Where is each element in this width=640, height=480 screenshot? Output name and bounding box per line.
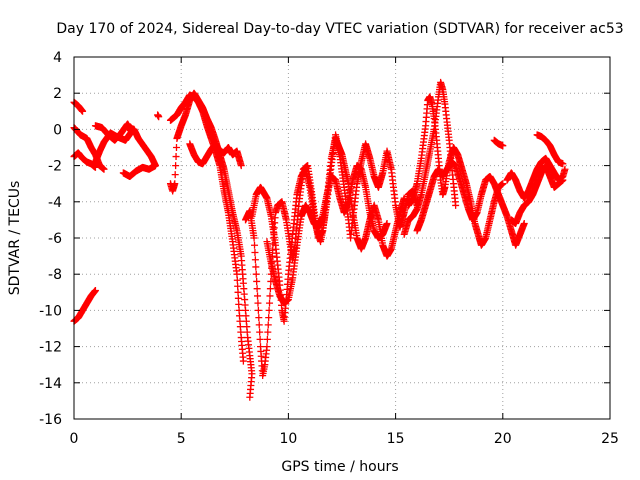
data-point xyxy=(155,113,163,121)
data-point xyxy=(252,270,260,278)
data-point xyxy=(265,314,273,322)
data-point xyxy=(499,142,507,150)
y-tick-label: -12 xyxy=(39,340,62,356)
series-arc-j xyxy=(186,140,245,170)
data-point xyxy=(559,176,567,184)
x-tick-label: 20 xyxy=(494,431,512,447)
data-point xyxy=(253,277,261,285)
y-tick-label: -14 xyxy=(39,376,62,392)
data-point xyxy=(266,299,274,307)
series-arc-i xyxy=(166,91,247,365)
data-point xyxy=(264,321,272,329)
series-arc-g xyxy=(154,111,163,121)
data-point xyxy=(254,306,262,314)
data-point xyxy=(256,328,264,336)
data-point xyxy=(172,153,180,161)
data-point xyxy=(520,220,528,228)
data-point xyxy=(264,328,272,336)
data-point xyxy=(559,160,567,168)
data-point xyxy=(100,165,108,173)
data-point xyxy=(253,285,261,293)
x-tick-label: 5 xyxy=(177,431,186,447)
series-arc-m xyxy=(263,162,391,307)
series-arc-n xyxy=(400,78,460,238)
data-point xyxy=(171,171,179,179)
data-point xyxy=(233,270,241,278)
series-arc-s xyxy=(507,162,567,228)
data-point xyxy=(234,288,242,296)
data-point xyxy=(263,343,271,351)
y-tick-label: -10 xyxy=(39,303,62,319)
y-tick-label: -8 xyxy=(48,267,62,283)
data-point xyxy=(263,335,271,343)
series-arc-c xyxy=(70,149,99,171)
data-point xyxy=(251,241,259,249)
data-point xyxy=(252,263,260,271)
axis-ticks: 0 5 10 15 20 25 -16 -14 -12 -10 -8 -6 -4 -2 0 2 4 xyxy=(39,50,619,447)
series-arc-d xyxy=(70,286,99,325)
data-point xyxy=(172,144,180,151)
y-tick-label: 2 xyxy=(53,86,62,102)
data-point xyxy=(383,220,391,228)
chart-title: Day 170 of 2024, Sidereal Day-to-day VTE… xyxy=(56,21,623,37)
data-point xyxy=(234,282,242,290)
x-tick-label: 0 xyxy=(70,431,79,447)
y-tick-label: -6 xyxy=(48,231,62,247)
x-tick-label: 25 xyxy=(601,431,619,447)
data-point xyxy=(452,201,460,209)
y-tick-label: -4 xyxy=(48,195,62,211)
y-tick-label: -2 xyxy=(48,159,62,175)
series-arc-l xyxy=(248,134,408,325)
data-point xyxy=(250,234,258,242)
data-point xyxy=(561,165,569,173)
y-tick-label: -16 xyxy=(39,412,62,428)
x-tick-label: 15 xyxy=(387,431,405,447)
data-point xyxy=(255,321,263,329)
data-point xyxy=(254,292,262,300)
data-point xyxy=(266,292,274,300)
data-point xyxy=(251,256,259,264)
data-point xyxy=(171,180,179,188)
data-point xyxy=(91,286,99,294)
data-point xyxy=(234,294,242,302)
data-point xyxy=(400,194,408,202)
data-point xyxy=(499,180,507,188)
y-tick-label: 0 xyxy=(53,122,62,138)
series-arc-q xyxy=(490,136,507,150)
data-point xyxy=(239,357,247,365)
series-arc-p xyxy=(413,158,528,249)
data-point xyxy=(237,162,245,170)
data-point xyxy=(233,276,241,284)
data-point xyxy=(96,162,104,170)
y-axis-label: SDTVAR / TECUs xyxy=(7,181,23,296)
data-point xyxy=(246,393,254,401)
series-arc-f xyxy=(119,124,159,180)
series-arc-t xyxy=(533,131,567,168)
data-point xyxy=(255,314,263,322)
data-point xyxy=(124,124,132,132)
data-point xyxy=(172,162,180,170)
data-point xyxy=(251,248,259,256)
x-tick-label: 10 xyxy=(279,431,297,447)
y-tick-label: 4 xyxy=(53,50,62,66)
data-point xyxy=(256,335,264,343)
data-point xyxy=(266,285,274,293)
x-axis-label: GPS time / hours xyxy=(281,459,398,475)
data-point xyxy=(265,306,273,314)
data-points xyxy=(70,78,569,401)
data-point xyxy=(235,300,243,308)
data-point xyxy=(79,107,87,115)
data-point xyxy=(254,299,262,307)
